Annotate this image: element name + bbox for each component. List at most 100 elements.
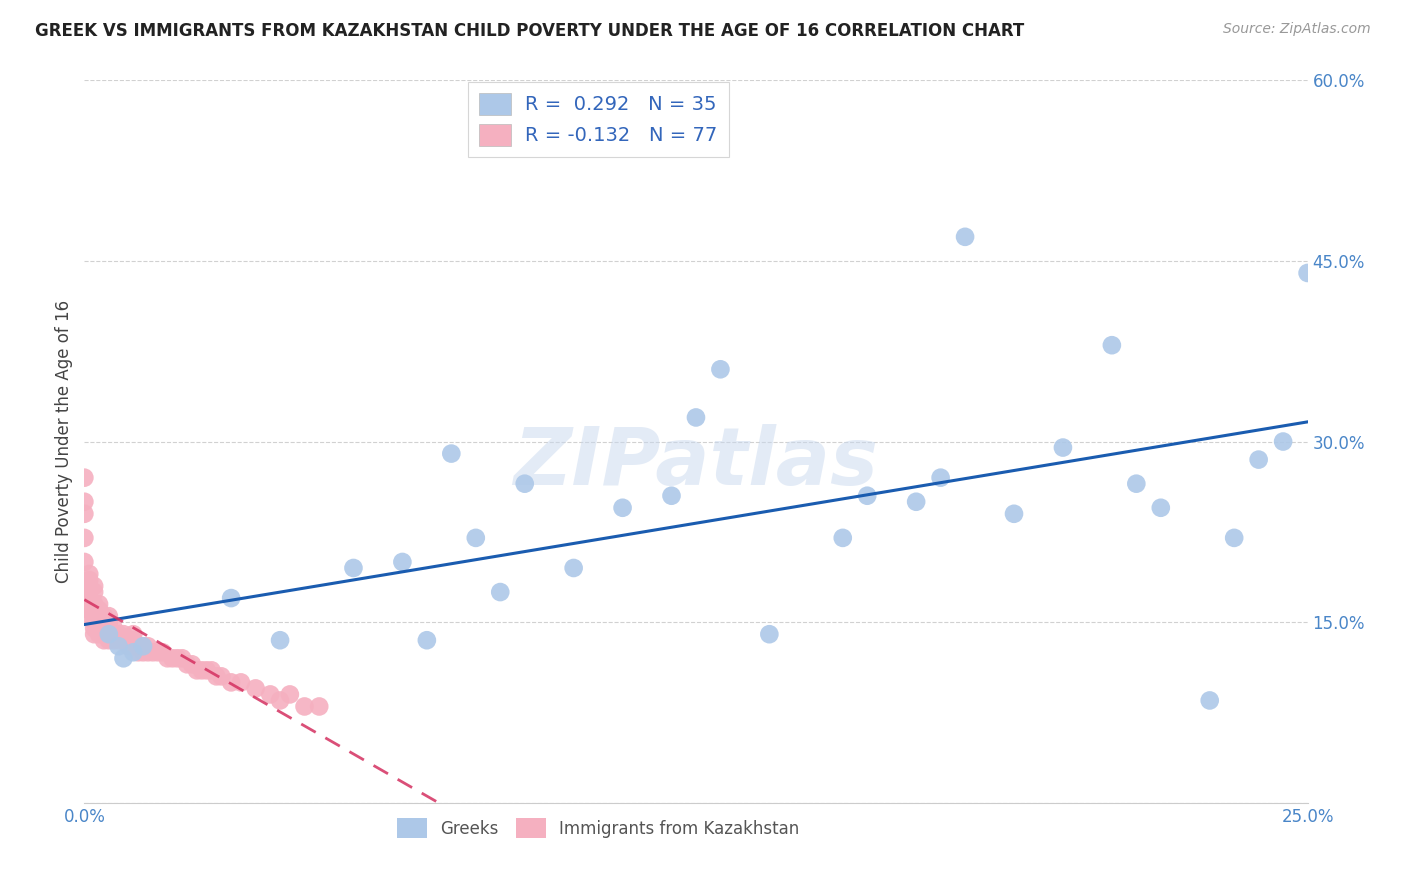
Point <box>83 609 105 624</box>
Point <box>83 621 105 635</box>
Point <box>513 476 536 491</box>
Point <box>758 627 780 641</box>
Point <box>77 567 100 582</box>
Point <box>107 639 129 653</box>
Point <box>77 591 100 605</box>
Point <box>136 639 159 653</box>
Point <box>87 615 110 630</box>
Point <box>181 657 204 672</box>
Point <box>342 561 364 575</box>
Point <box>73 470 96 484</box>
Point <box>200 664 222 678</box>
Point <box>142 645 165 659</box>
Point <box>1101 338 1123 352</box>
Point <box>73 591 96 605</box>
Text: GREEK VS IMMIGRANTS FROM KAZAKHSTAN CHILD POVERTY UNDER THE AGE OF 16 CORRELATIO: GREEK VS IMMIGRANTS FROM KAZAKHSTAN CHIL… <box>35 22 1025 40</box>
Y-axis label: Child Poverty Under the Age of 16: Child Poverty Under the Age of 16 <box>55 300 73 583</box>
Point <box>1223 531 1246 545</box>
Point <box>612 500 634 515</box>
Point <box>97 627 120 641</box>
Point <box>391 555 413 569</box>
Point <box>122 627 145 641</box>
Point <box>93 615 115 630</box>
Point <box>132 639 155 653</box>
Point <box>176 657 198 672</box>
Point <box>489 585 512 599</box>
Point <box>259 687 281 701</box>
Point <box>1002 507 1025 521</box>
Point <box>156 651 179 665</box>
Point <box>562 561 585 575</box>
Point <box>87 627 110 641</box>
Point <box>464 531 486 545</box>
Point <box>229 675 252 690</box>
Point <box>308 699 330 714</box>
Point <box>103 627 125 641</box>
Point <box>205 669 228 683</box>
Point <box>97 621 120 635</box>
Point <box>127 639 149 653</box>
Point <box>107 627 129 641</box>
Point <box>83 627 105 641</box>
Point <box>278 687 301 701</box>
Point <box>97 609 120 624</box>
Point <box>1296 266 1319 280</box>
Point <box>136 645 159 659</box>
Point <box>152 645 174 659</box>
Point <box>685 410 707 425</box>
Point <box>73 494 96 508</box>
Point <box>83 585 105 599</box>
Point <box>1150 500 1173 515</box>
Point <box>929 470 952 484</box>
Text: ZIPatlas: ZIPatlas <box>513 425 879 502</box>
Point <box>103 621 125 635</box>
Point <box>219 675 242 690</box>
Point <box>195 664 218 678</box>
Point <box>269 693 291 707</box>
Point <box>294 699 316 714</box>
Point <box>269 633 291 648</box>
Text: Source: ZipAtlas.com: Source: ZipAtlas.com <box>1223 22 1371 37</box>
Point <box>905 494 928 508</box>
Point <box>856 489 879 503</box>
Point <box>87 597 110 611</box>
Point <box>191 664 214 678</box>
Point <box>73 531 96 545</box>
Point <box>93 609 115 624</box>
Point <box>73 507 96 521</box>
Point <box>245 681 267 696</box>
Point <box>661 489 683 503</box>
Point <box>87 603 110 617</box>
Point <box>122 639 145 653</box>
Point <box>186 664 208 678</box>
Point <box>77 609 100 624</box>
Point <box>219 591 242 605</box>
Point <box>77 597 100 611</box>
Point <box>77 603 100 617</box>
Point <box>172 651 194 665</box>
Point <box>1052 441 1074 455</box>
Point <box>416 633 439 648</box>
Point <box>112 633 135 648</box>
Point <box>93 633 115 648</box>
Point <box>209 669 232 683</box>
Point <box>83 615 105 630</box>
Point <box>162 651 184 665</box>
Point <box>953 230 976 244</box>
Legend: Greeks, Immigrants from Kazakhstan: Greeks, Immigrants from Kazakhstan <box>391 812 806 845</box>
Point <box>1247 452 1270 467</box>
Point <box>166 651 188 665</box>
Point <box>1272 434 1295 449</box>
Point <box>93 621 115 635</box>
Point <box>132 645 155 659</box>
Point <box>83 579 105 593</box>
Point <box>87 609 110 624</box>
Point <box>117 633 139 648</box>
Point <box>132 639 155 653</box>
Point <box>117 639 139 653</box>
Point <box>87 621 110 635</box>
Point <box>1125 476 1147 491</box>
Point <box>97 633 120 648</box>
Point <box>122 633 145 648</box>
Point <box>127 645 149 659</box>
